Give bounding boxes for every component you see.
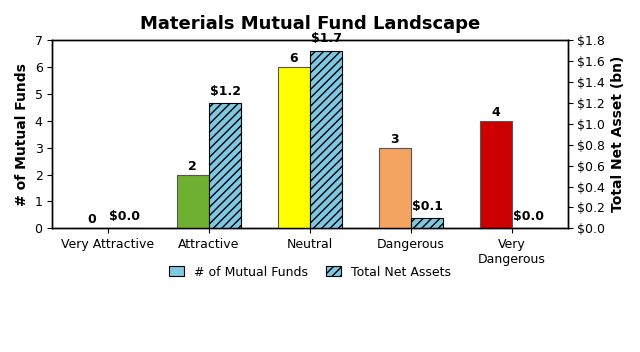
Text: $1.2: $1.2: [210, 84, 241, 98]
Legend: # of Mutual Funds, Total Net Assets: # of Mutual Funds, Total Net Assets: [165, 262, 455, 282]
Bar: [310, 51, 342, 228]
Text: $1.7: $1.7: [310, 32, 342, 45]
Text: 0: 0: [87, 213, 96, 226]
Bar: [480, 121, 512, 228]
Bar: [411, 218, 444, 228]
Text: $0.1: $0.1: [412, 200, 443, 213]
Text: $0.0: $0.0: [513, 210, 544, 223]
Bar: [209, 103, 241, 228]
Title: Materials Mutual Fund Landscape: Materials Mutual Fund Landscape: [140, 15, 480, 33]
Y-axis label: # of Mutual Funds: # of Mutual Funds: [15, 63, 29, 206]
Y-axis label: Total Net Asset (bn): Total Net Asset (bn): [611, 56, 625, 212]
Text: 2: 2: [188, 160, 197, 173]
Text: 4: 4: [492, 106, 500, 119]
Bar: [278, 67, 310, 228]
Text: 6: 6: [289, 52, 298, 65]
Text: $0.0: $0.0: [109, 210, 140, 223]
Bar: [379, 148, 411, 228]
Bar: [177, 175, 209, 228]
Text: 3: 3: [390, 133, 399, 146]
